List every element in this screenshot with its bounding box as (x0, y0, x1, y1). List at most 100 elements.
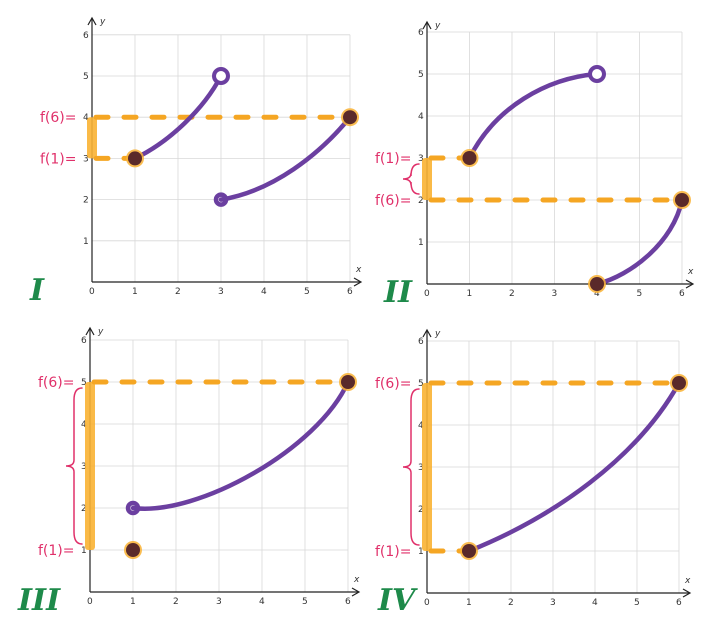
y-tick-label: 1 (418, 547, 424, 557)
y-tick-label: 6 (83, 31, 89, 41)
x-tick-label: 5 (302, 597, 308, 607)
x-tick-label: 0 (89, 287, 95, 297)
y-tick-label: 6 (418, 337, 424, 347)
x-axis-label: x (355, 265, 362, 275)
open-point (125, 500, 141, 516)
x-tick-label: 0 (424, 598, 430, 608)
x-tick-label: 2 (508, 598, 514, 608)
range-brace (65, 387, 83, 545)
y-axis-label: y (99, 17, 106, 27)
x-tick-label: 6 (676, 598, 682, 608)
y-tick-label: 4 (418, 421, 424, 431)
x-tick-label: 1 (466, 598, 472, 608)
y-tick-label: 5 (83, 72, 89, 82)
panel-numeral: I (29, 273, 45, 308)
x-tick-label: 6 (679, 289, 685, 299)
function-value-label: f(6)= (375, 376, 412, 392)
y-arrow-icon (87, 16, 97, 26)
x-tick-label: 6 (347, 287, 353, 297)
closed-point (675, 193, 689, 207)
function-value-label: f(1)= (375, 151, 412, 167)
function-curve (132, 73, 224, 161)
y-tick-label: 3 (81, 462, 87, 472)
x-tick-label: 3 (218, 287, 224, 297)
x-tick-label: 2 (509, 289, 515, 299)
panel-iii: y x 0 1 2 3 4 5 6 1 2 3 4 5 6 f(6)= f(1)= III (17, 326, 361, 618)
function-curve (466, 380, 682, 554)
x-tick-label: 1 (130, 597, 136, 607)
range-highlight-bar (422, 158, 432, 200)
y-tick-label: 2 (418, 196, 424, 206)
y-tick-label: 1 (83, 237, 89, 247)
y-tick-label: 2 (418, 505, 424, 515)
x-axis-label: x (687, 267, 694, 277)
y-axis-label: y (434, 329, 441, 339)
range-highlight-bar (85, 382, 95, 550)
y-tick-label: 5 (418, 379, 424, 389)
function-value-label: f(1)= (38, 543, 75, 559)
panel-ii: y x 0 1 2 3 4 5 6 1 2 3 4 5 6 f(1)= f(6)= II (375, 20, 695, 310)
x-tick-label: 4 (594, 289, 600, 299)
open-point (213, 192, 229, 207)
x-arrow-icon (682, 588, 692, 598)
y-tick-label: 5 (418, 70, 424, 80)
function-curve (218, 114, 353, 202)
y-tick-label: 1 (418, 238, 424, 248)
x-tick-label: 3 (552, 289, 558, 299)
closed-point (128, 151, 142, 166)
x-tick-label: 4 (261, 287, 267, 297)
x-arrow-icon (351, 587, 361, 597)
y-tick-label: 5 (81, 378, 87, 388)
y-tick-label: 4 (83, 113, 89, 123)
closed-point (590, 277, 604, 291)
open-point (212, 67, 230, 85)
function-value-label: f(6)= (38, 375, 75, 391)
x-tick-label: 1 (467, 289, 473, 299)
closed-point (462, 544, 476, 558)
x-tick-label: 5 (304, 287, 310, 297)
x-tick-label: 4 (259, 597, 265, 607)
x-tick-label: 2 (175, 287, 181, 297)
range-brace (402, 163, 420, 195)
range-highlight-bar (87, 117, 97, 159)
function-curve (130, 379, 351, 511)
function-curve (594, 197, 685, 287)
y-tick-label: 3 (418, 154, 424, 164)
y-tick-label: 4 (81, 420, 87, 430)
panel-numeral: II (383, 275, 413, 310)
function-curve (467, 71, 600, 161)
closed-point (462, 151, 477, 165)
closed-point (126, 543, 140, 557)
panel-numeral: IV (377, 583, 418, 618)
y-axis-label: y (434, 21, 441, 31)
function-value-label: f(6)= (375, 193, 412, 209)
y-arrow-icon (422, 20, 432, 30)
y-tick-label: 6 (418, 28, 424, 38)
x-axis-label: x (684, 576, 691, 586)
y-axis-label: y (97, 327, 104, 337)
y-tick-label: 6 (81, 336, 87, 346)
range-brace (402, 388, 420, 546)
x-tick-label: 1 (132, 287, 138, 297)
y-tick-label: 2 (83, 196, 89, 206)
range-highlight-bar (422, 383, 432, 551)
function-value-label: f(6)= (40, 110, 77, 126)
closed-point (672, 376, 686, 390)
y-arrow-icon (422, 328, 432, 338)
x-arrow-icon (353, 277, 363, 287)
x-tick-label: 3 (550, 598, 556, 608)
y-tick-label: 1 (81, 546, 87, 556)
function-value-label: f(1)= (375, 544, 412, 560)
x-tick-label: 4 (592, 598, 598, 608)
y-tick-label: 3 (418, 463, 424, 473)
panel-iv: y x 0 1 2 3 4 5 6 1 2 3 4 5 6 f(6)= f(1)= IV (375, 328, 692, 618)
x-tick-label: 5 (634, 598, 640, 608)
x-tick-label: 6 (345, 597, 351, 607)
x-tick-label: 3 (216, 597, 222, 607)
y-tick-label: 2 (81, 504, 87, 514)
x-tick-label: 0 (424, 289, 430, 299)
x-tick-label: 5 (637, 289, 643, 299)
x-tick-label: 0 (87, 597, 93, 607)
x-arrow-icon (685, 279, 695, 289)
